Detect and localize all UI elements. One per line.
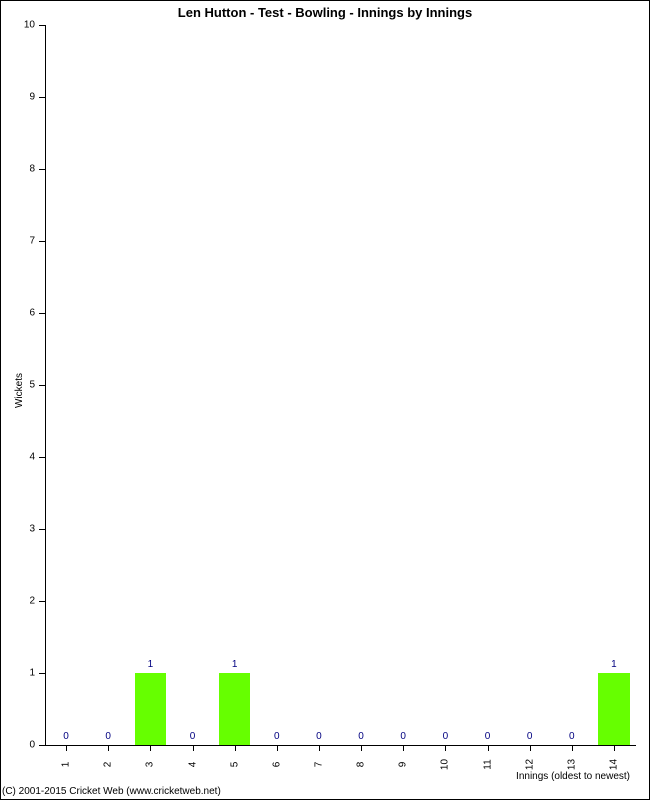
- x-tick-label: 1: [61, 755, 72, 775]
- bar-value-label: 0: [358, 731, 364, 742]
- bar-value-label: 0: [316, 731, 322, 742]
- y-tick: [39, 169, 45, 170]
- x-tick: [235, 745, 236, 751]
- y-axis-label: Wickets: [14, 373, 25, 408]
- x-tick-label: 12: [524, 755, 535, 775]
- y-tick-label: 5: [17, 380, 35, 391]
- x-tick: [445, 745, 446, 751]
- x-tick: [193, 745, 194, 751]
- x-tick-label: 5: [229, 755, 240, 775]
- y-tick: [39, 385, 45, 386]
- x-tick: [150, 745, 151, 751]
- chart-title: Len Hutton - Test - Bowling - Innings by…: [0, 5, 650, 20]
- x-tick-label: 3: [145, 755, 156, 775]
- y-tick: [39, 601, 45, 602]
- y-tick-label: 4: [17, 452, 35, 463]
- x-tick: [488, 745, 489, 751]
- y-tick: [39, 745, 45, 746]
- bar-value-label: 1: [611, 659, 617, 670]
- bar-value-label: 0: [400, 731, 406, 742]
- x-tick-label: 4: [187, 755, 198, 775]
- x-tick: [614, 745, 615, 751]
- y-tick-label: 8: [17, 164, 35, 175]
- x-tick-label: 10: [440, 755, 451, 775]
- bar-value-label: 0: [274, 731, 280, 742]
- x-tick: [108, 745, 109, 751]
- x-tick-label: 9: [398, 755, 409, 775]
- bar: [135, 673, 167, 745]
- x-tick-label: 2: [103, 755, 114, 775]
- bar-value-label: 0: [63, 731, 69, 742]
- bar-value-label: 0: [443, 731, 449, 742]
- x-tick-label: 11: [482, 755, 493, 775]
- bar-value-label: 0: [190, 731, 196, 742]
- x-tick-label: 6: [271, 755, 282, 775]
- y-tick: [39, 673, 45, 674]
- plot-area: [45, 25, 636, 746]
- y-tick-label: 9: [17, 92, 35, 103]
- y-tick-label: 3: [17, 524, 35, 535]
- y-tick-label: 6: [17, 308, 35, 319]
- bar-value-label: 0: [105, 731, 111, 742]
- bar-value-label: 0: [569, 731, 575, 742]
- x-tick-label: 14: [608, 755, 619, 775]
- y-tick: [39, 313, 45, 314]
- x-tick: [277, 745, 278, 751]
- bar: [598, 673, 630, 745]
- y-tick: [39, 457, 45, 458]
- x-tick: [319, 745, 320, 751]
- y-tick: [39, 241, 45, 242]
- y-tick-label: 1: [17, 668, 35, 679]
- x-tick: [530, 745, 531, 751]
- y-tick-label: 10: [17, 20, 35, 31]
- y-tick: [39, 97, 45, 98]
- bar-value-label: 0: [485, 731, 491, 742]
- bar-value-label: 1: [148, 659, 154, 670]
- x-tick: [66, 745, 67, 751]
- bar-value-label: 1: [232, 659, 238, 670]
- y-tick: [39, 529, 45, 530]
- bar: [219, 673, 251, 745]
- x-tick: [572, 745, 573, 751]
- chart-container: Len Hutton - Test - Bowling - Innings by…: [0, 0, 650, 800]
- bar-value-label: 0: [527, 731, 533, 742]
- y-tick-label: 0: [17, 740, 35, 751]
- x-tick: [403, 745, 404, 751]
- copyright-text: (C) 2001-2015 Cricket Web (www.cricketwe…: [2, 786, 221, 797]
- y-tick: [39, 25, 45, 26]
- x-tick-label: 7: [313, 755, 324, 775]
- x-tick: [361, 745, 362, 751]
- y-tick-label: 2: [17, 596, 35, 607]
- y-tick-label: 7: [17, 236, 35, 247]
- x-tick-label: 8: [356, 755, 367, 775]
- x-tick-label: 13: [566, 755, 577, 775]
